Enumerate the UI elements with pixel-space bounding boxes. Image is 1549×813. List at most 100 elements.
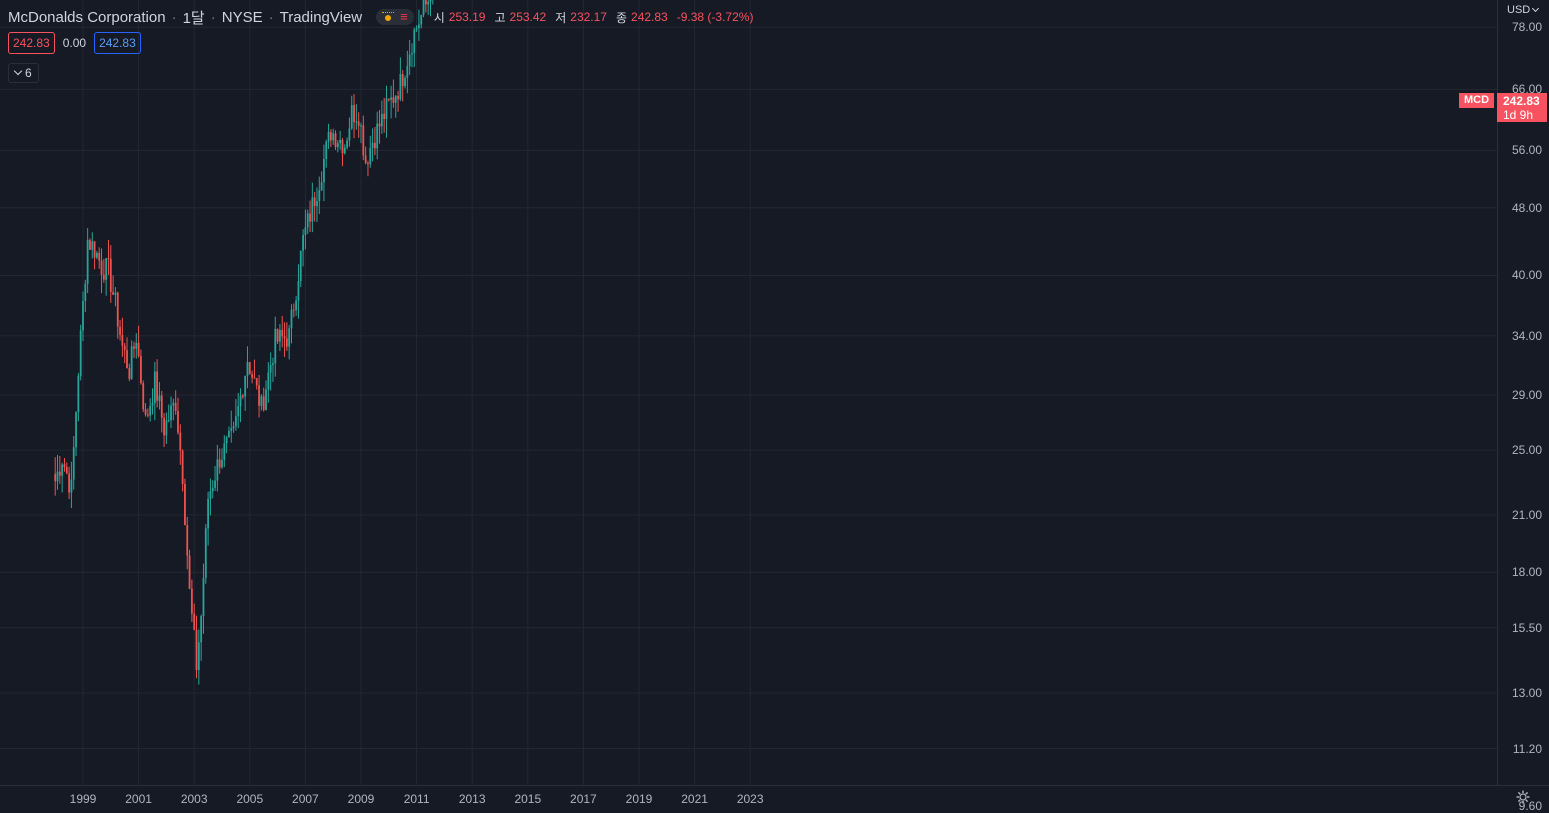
chevron-down-icon <box>13 66 23 76</box>
candle-body <box>89 240 91 250</box>
candle <box>334 130 337 150</box>
candle <box>98 247 101 269</box>
candle-body <box>422 0 425 15</box>
candle-body <box>255 378 258 386</box>
candle <box>221 448 223 470</box>
candle <box>332 128 335 145</box>
candle-body <box>151 403 154 406</box>
candle <box>327 123 330 149</box>
candle-body <box>329 131 332 141</box>
candle <box>276 328 279 345</box>
candle-body <box>56 471 59 482</box>
candle-body <box>221 459 223 468</box>
candle-body <box>65 467 68 474</box>
change-value: -9.38 (-3.72%) <box>676 10 754 24</box>
candle <box>304 209 307 250</box>
candle <box>371 128 374 162</box>
candle-body <box>142 383 145 410</box>
currency-label: USD <box>1507 4 1531 16</box>
candle-body <box>362 125 365 156</box>
candle-body <box>114 292 117 295</box>
candle-body <box>223 443 226 460</box>
candle-body <box>63 464 66 468</box>
y-tick-label: 40.00 <box>1511 268 1542 283</box>
candle-body <box>230 428 233 431</box>
candle <box>68 466 70 499</box>
candle <box>151 388 154 415</box>
gear-icon[interactable] <box>1516 790 1530 804</box>
candle-body <box>411 53 413 55</box>
candle <box>163 412 165 448</box>
legend-separator: · <box>171 8 177 26</box>
candle-body <box>265 389 267 410</box>
data-delay-icon: ≡ <box>400 9 408 24</box>
candle-body <box>237 406 240 417</box>
candle-body <box>128 368 131 379</box>
candle <box>255 377 258 390</box>
candle <box>160 390 163 433</box>
candle-body <box>225 437 228 444</box>
candle <box>429 0 432 17</box>
candle-body <box>390 97 393 100</box>
market-status-badge[interactable]: ≡ <box>376 9 414 25</box>
candle <box>367 160 369 177</box>
timeframe[interactable]: 1달 <box>182 9 205 27</box>
candle-body <box>172 402 175 406</box>
y-tick-label: 66.00 <box>1511 82 1542 97</box>
candle-body <box>295 300 298 311</box>
currency-selector[interactable]: USD <box>1507 4 1540 16</box>
data-source: TradingView <box>279 8 363 26</box>
candle-body <box>251 374 254 378</box>
candle <box>123 342 126 364</box>
candle <box>121 317 124 357</box>
candle-body <box>102 274 105 280</box>
candle-body <box>123 345 126 351</box>
candle-body <box>193 613 196 630</box>
candle <box>432 0 434 5</box>
candle-body <box>109 258 112 293</box>
open-value: 253.19 <box>448 10 486 24</box>
price-chart[interactable] <box>0 0 1497 785</box>
candle <box>211 480 214 499</box>
candle <box>195 615 198 679</box>
sell-price-button[interactable]: 242.83 <box>8 32 55 54</box>
indicators-toggle-button[interactable]: 6 <box>8 63 39 83</box>
candle <box>415 25 418 32</box>
candle-body <box>179 432 182 451</box>
buy-price-button[interactable]: 242.83 <box>94 32 141 54</box>
candles <box>54 0 434 685</box>
y-tick-label: 13.00 <box>1511 686 1542 701</box>
candle-body <box>323 158 325 183</box>
candle-body <box>269 365 272 373</box>
candle <box>283 322 286 357</box>
candle-body <box>262 396 265 410</box>
candle-body <box>346 140 348 148</box>
candle-body <box>68 473 70 493</box>
candle-body <box>137 342 140 357</box>
candle <box>244 375 247 411</box>
candle-body <box>93 241 96 258</box>
candle <box>223 435 226 468</box>
candle-body <box>299 250 302 282</box>
chevron-down-icon <box>1532 4 1540 13</box>
time-axis[interactable]: 1999 2001 2003 2005 2007 2009 2011 2013 2015 2017… <box>0 785 1549 813</box>
candle-body <box>376 123 379 149</box>
candle-body <box>174 402 177 412</box>
candle-body <box>253 377 256 379</box>
candle-body <box>100 260 103 275</box>
candle <box>126 337 128 369</box>
candle-body <box>313 197 316 207</box>
candle-body <box>415 28 418 30</box>
candle-body <box>394 96 397 103</box>
spread-value: 0.00 <box>62 36 87 50</box>
candle-body <box>297 281 300 301</box>
candle-body <box>258 385 260 406</box>
x-tick-label: 2011 <box>403 792 430 806</box>
candle <box>362 115 365 161</box>
market-hours-icon <box>382 12 395 23</box>
candle <box>202 563 205 634</box>
candle-body <box>214 480 216 488</box>
price-axis[interactable]: 9.60 11.20 13.00 15.50 18.00 21.00 25.00 29.00 3… <box>1497 0 1549 813</box>
candle <box>394 95 397 118</box>
symbol-name[interactable]: McDonalds Corporation <box>8 8 166 26</box>
